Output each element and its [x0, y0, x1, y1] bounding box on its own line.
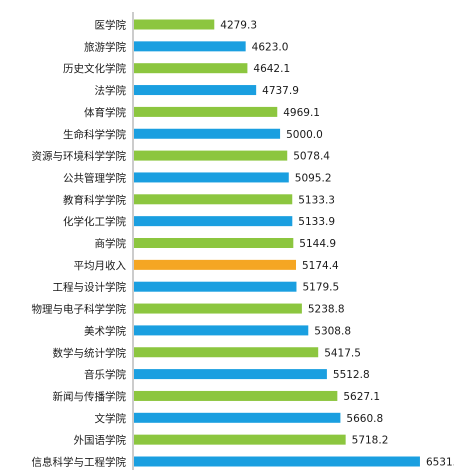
category-label: 工程与设计学院 — [53, 281, 127, 294]
category-labels: 医学院旅游学院历史文化学院法学院体育学院生命科学学院资源与环境科学学院公共管理学… — [32, 19, 127, 469]
value-label: 5238.8 — [308, 304, 345, 316]
bar — [134, 369, 327, 380]
value-label: 4642.1 — [253, 63, 290, 75]
category-label: 信息科学与工程学院 — [32, 456, 127, 469]
value-label: 5660.8 — [346, 413, 383, 425]
value-label: 5179.5 — [302, 282, 339, 294]
bar — [134, 412, 341, 423]
bar — [134, 19, 215, 30]
bar — [134, 216, 293, 227]
bar — [134, 434, 346, 445]
bar — [134, 259, 297, 270]
category-label: 资源与环境科学学院 — [32, 150, 127, 163]
category-label: 文学院 — [95, 412, 127, 425]
value-label: 5095.2 — [295, 172, 332, 184]
category-label: 旅游学院 — [84, 40, 126, 53]
bar — [134, 456, 420, 467]
bar — [134, 194, 293, 205]
category-label: 商学院 — [95, 237, 127, 250]
bar — [134, 63, 248, 74]
bar — [134, 390, 338, 401]
bar — [134, 128, 281, 139]
value-label: 5133.3 — [298, 194, 335, 206]
value-labels: 4279.3 4623.0 4642.1 4737.9 4969.1 5000.0 5078… — [220, 20, 454, 469]
category-label: 历史文化学院 — [63, 62, 126, 75]
bar — [134, 325, 309, 336]
bar — [134, 172, 289, 183]
category-label: 外国语学院 — [74, 434, 127, 447]
value-label: 5174.4 — [302, 260, 339, 272]
category-label: 化学化工学院 — [63, 215, 126, 228]
value-label: 5308.8 — [314, 325, 351, 337]
category-label: 物理与电子科学学院 — [32, 303, 127, 316]
value-label: 5078.4 — [293, 151, 330, 163]
category-label: 数学与统计学院 — [53, 346, 127, 359]
category-label: 教育科学学院 — [63, 193, 126, 206]
value-label: 6531.9 — [426, 457, 454, 469]
category-label: 法学院 — [95, 84, 127, 97]
value-label: 5144.9 — [299, 238, 336, 250]
bar — [134, 303, 302, 314]
category-label: 音乐学院 — [84, 368, 126, 381]
value-label: 4737.9 — [262, 85, 299, 97]
value-label: 4279.3 — [220, 20, 257, 32]
value-label: 4969.1 — [283, 107, 320, 119]
bar — [134, 85, 257, 96]
bar — [134, 281, 297, 292]
category-label: 新闻与传播学院 — [53, 390, 127, 403]
value-label: 5417.5 — [324, 347, 361, 359]
value-label: 5627.1 — [343, 391, 380, 403]
bar — [134, 106, 278, 117]
bar — [134, 41, 246, 52]
category-label: 公共管理学院 — [63, 171, 126, 184]
value-label: 5000.0 — [286, 129, 323, 141]
bar — [134, 238, 294, 248]
value-label: 4623.0 — [252, 41, 289, 53]
bar — [134, 347, 319, 358]
value-label: 5512.8 — [333, 369, 370, 381]
value-label: 5718.2 — [352, 435, 389, 447]
value-label: 5133.9 — [298, 216, 335, 228]
bar — [134, 150, 288, 161]
category-label: 平均月收入 — [74, 259, 127, 272]
category-label: 美术学院 — [84, 324, 126, 337]
category-label: 医学院 — [95, 19, 127, 32]
category-label: 生命科学学院 — [63, 128, 126, 141]
bars — [134, 19, 420, 467]
category-label: 体育学院 — [84, 106, 126, 119]
